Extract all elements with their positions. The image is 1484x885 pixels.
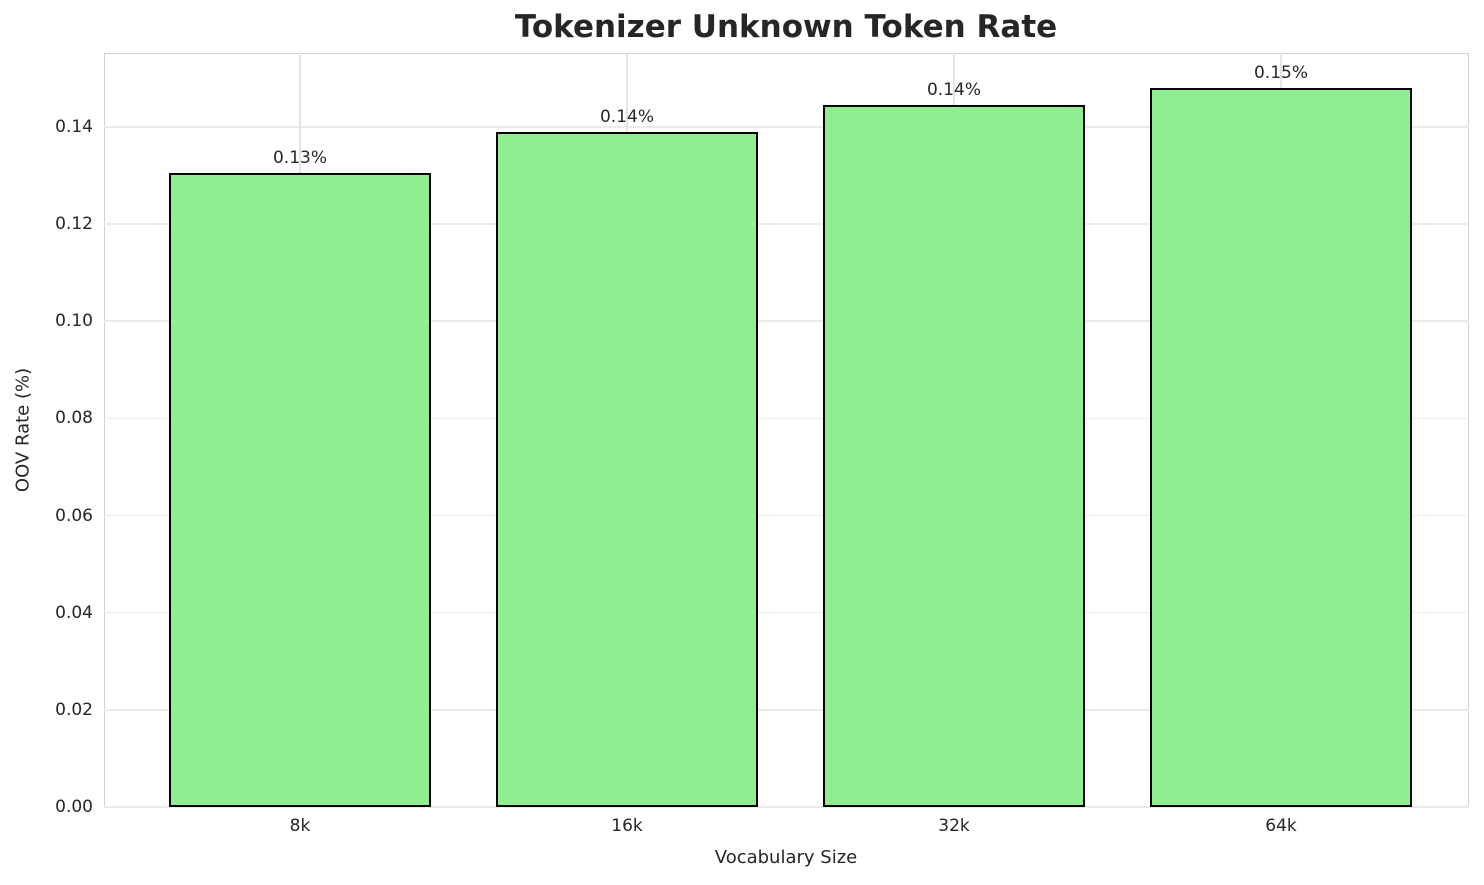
bar-value-label: 0.15% — [1253, 62, 1309, 83]
x-tick-label: 8k — [289, 816, 311, 836]
y-tick-label: 0.06 — [55, 505, 93, 526]
y-axis-label: OOV Rate (%) — [12, 367, 34, 493]
gridline-horizontal — [104, 514, 1469, 517]
bar-16k — [496, 131, 758, 807]
bar-64k — [1150, 87, 1412, 807]
gridline-horizontal — [104, 709, 1469, 711]
x-tick-label: 32k — [938, 816, 970, 836]
bar-value-label: 0.13% — [272, 147, 328, 168]
gridline-horizontal — [104, 126, 1469, 128]
y-tick-label: 0.00 — [55, 797, 93, 817]
gridline-horizontal — [104, 320, 1469, 322]
x-tick-label: 64k — [1265, 816, 1297, 836]
y-tick-label: 0.14 — [55, 116, 93, 137]
bar-8k — [169, 172, 431, 807]
y-tick-label: 0.02 — [55, 699, 93, 720]
gridline-horizontal — [104, 417, 1469, 420]
y-tick-label: 0.12 — [55, 214, 93, 234]
gridline-horizontal — [104, 223, 1469, 225]
y-tick-label: 0.04 — [55, 602, 93, 623]
gridline-horizontal — [104, 611, 1469, 614]
bar-value-label: 0.14% — [599, 106, 655, 127]
gridline-horizontal — [104, 806, 1469, 808]
bar-32k — [823, 104, 1085, 807]
bar-value-label: 0.14% — [926, 79, 982, 100]
x-tick-label: 16k — [611, 816, 643, 836]
y-tick-label: 0.08 — [55, 408, 93, 429]
chart-title: Tokenizer Unknown Token Rate — [514, 9, 1058, 45]
y-tick-label: 0.10 — [55, 311, 93, 332]
x-axis-label: Vocabulary Size — [714, 847, 858, 868]
